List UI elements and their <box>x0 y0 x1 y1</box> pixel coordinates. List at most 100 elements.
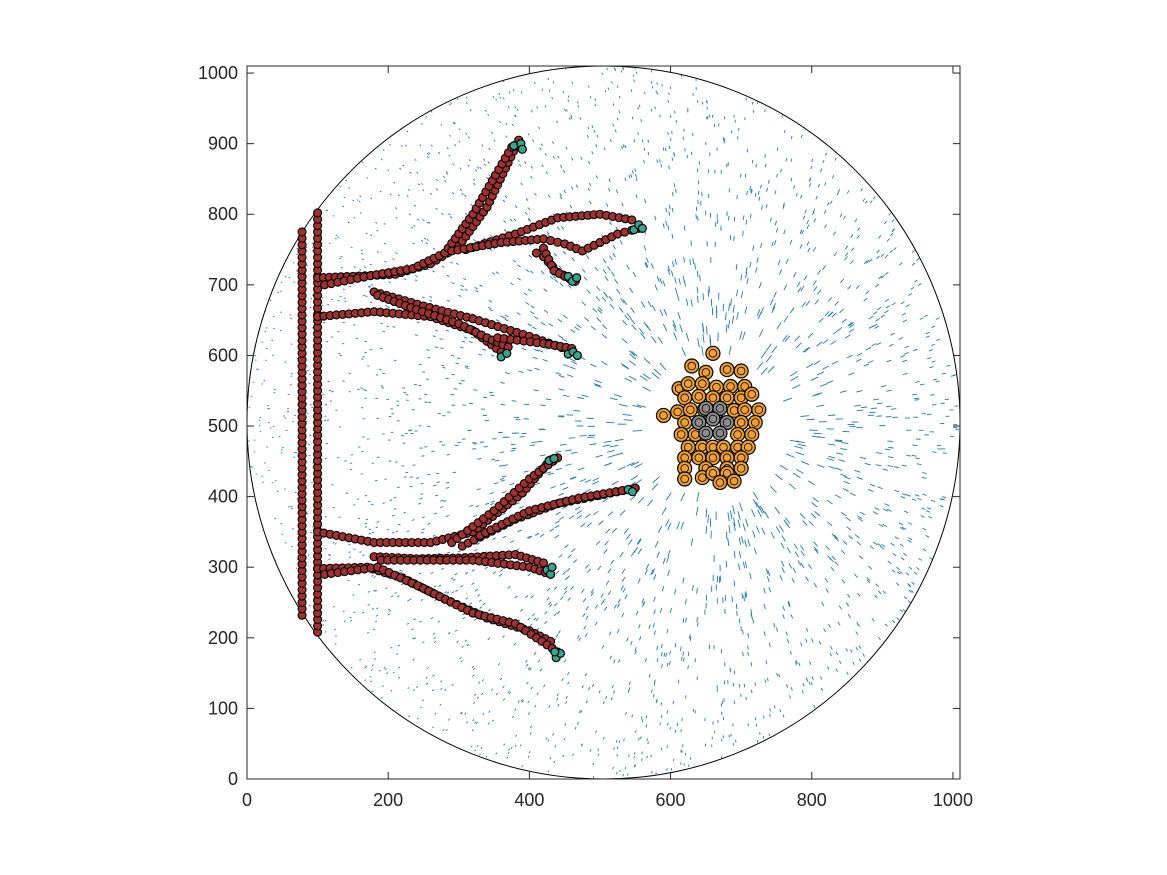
field-arrow <box>875 283 879 288</box>
field-arrow <box>606 203 609 207</box>
field-arrow <box>478 353 483 356</box>
field-arrow <box>530 270 534 274</box>
field-arrow <box>637 538 642 545</box>
field-arrow <box>464 712 467 715</box>
field-arrow <box>745 219 748 225</box>
field-arrow <box>376 607 379 610</box>
field-arrow <box>902 609 906 612</box>
field-arrow <box>544 620 548 625</box>
field-arrow <box>358 200 361 203</box>
x-axis: 0 200 400 600 800 1000 <box>242 66 973 810</box>
field-arrow <box>539 668 543 672</box>
field-arrow <box>426 238 429 241</box>
field-arrow <box>472 719 475 722</box>
field-arrow <box>855 285 860 289</box>
field-arrow <box>546 597 550 601</box>
field-arrow <box>857 227 860 231</box>
field-arrow <box>589 749 592 752</box>
field-arrow <box>792 472 801 478</box>
vessel-cells <box>297 135 644 657</box>
field-arrow <box>891 302 896 306</box>
field-arrow <box>503 464 508 467</box>
field-arrow <box>520 91 523 94</box>
field-arrow <box>830 646 833 650</box>
field-arrow <box>441 567 444 570</box>
field-arrow <box>483 158 486 161</box>
field-arrow <box>563 659 567 663</box>
field-arrow <box>635 177 638 182</box>
field-arrow <box>571 548 576 553</box>
field-arrow <box>476 166 480 169</box>
field-arrow <box>464 365 469 367</box>
field-arrow <box>790 376 799 381</box>
field-arrow <box>859 658 862 662</box>
field-arrow <box>592 308 598 313</box>
field-arrow <box>342 205 345 208</box>
field-arrow <box>598 520 604 525</box>
field-arrow <box>767 570 771 577</box>
x-tick-label: 600 <box>656 790 686 810</box>
field-arrow <box>558 388 565 391</box>
field-arrow <box>654 679 656 684</box>
field-arrow <box>430 110 433 113</box>
field-arrow <box>925 535 930 538</box>
field-arrow <box>595 144 598 148</box>
field-arrow <box>426 349 430 351</box>
tip-cell <box>547 562 557 572</box>
field-arrow <box>510 746 513 749</box>
field-arrow <box>740 291 744 299</box>
field-arrow <box>462 617 465 620</box>
field-arrow <box>584 672 587 677</box>
field-arrow <box>652 622 655 628</box>
field-arrow <box>565 109 568 112</box>
field-arrow <box>641 719 644 723</box>
field-arrow <box>460 284 464 287</box>
tumor-cell <box>682 402 698 418</box>
tumor-cell <box>673 426 689 443</box>
tumor-cell <box>740 439 756 455</box>
field-arrow <box>653 630 656 635</box>
field-arrow <box>841 512 847 517</box>
field-arrow <box>527 207 531 211</box>
field-arrow <box>829 652 832 657</box>
field-arrow <box>475 721 478 724</box>
field-arrow <box>883 508 888 512</box>
field-arrow <box>741 536 744 544</box>
field-arrow <box>736 610 738 617</box>
necrotic-cell <box>719 414 735 431</box>
field-arrow <box>501 475 507 478</box>
field-arrow <box>390 646 393 649</box>
field-arrow <box>765 204 768 209</box>
field-arrow <box>786 684 788 688</box>
field-arrow <box>488 174 491 177</box>
field-arrow <box>810 165 813 170</box>
field-arrow <box>896 571 901 575</box>
field-arrow <box>656 658 659 663</box>
field-arrow <box>595 454 603 458</box>
field-arrow <box>559 196 563 200</box>
field-arrow <box>548 472 554 476</box>
field-arrow <box>783 519 789 526</box>
field-arrow <box>917 498 922 501</box>
field-arrow <box>601 296 607 302</box>
field-arrow <box>747 632 749 638</box>
field-arrow <box>901 526 907 530</box>
field-arrow <box>367 604 370 606</box>
field-arrow <box>869 483 876 487</box>
field-arrow <box>797 443 807 447</box>
field-arrow <box>508 692 511 695</box>
field-arrow <box>793 185 796 189</box>
field-arrow <box>674 258 677 265</box>
field-arrow <box>492 272 496 275</box>
field-arrow <box>602 701 605 705</box>
field-arrow <box>386 325 389 328</box>
field-arrow <box>650 569 654 576</box>
field-arrow <box>615 452 624 456</box>
field-arrow <box>788 562 792 569</box>
tip-cells <box>496 139 647 663</box>
field-arrow <box>831 533 837 539</box>
tumor-cell-ring <box>751 418 760 427</box>
field-arrow <box>449 134 451 137</box>
field-arrow <box>935 317 940 320</box>
field-arrow <box>501 491 507 494</box>
